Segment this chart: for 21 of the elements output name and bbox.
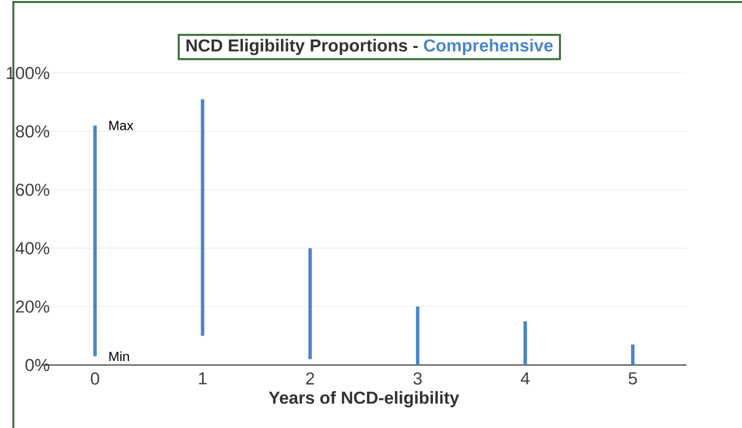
bar — [416, 306, 420, 365]
x-tick-label: 4 — [520, 372, 530, 384]
annotation: Min — [109, 351, 129, 362]
annotation: Max — [109, 120, 134, 130]
chart-title: NCD Eligibility Proportions - — [186, 38, 418, 56]
bar — [631, 344, 634, 365]
x-tick-label: 3 — [414, 372, 422, 385]
y-tick-label: 80% — [16, 125, 50, 138]
x-axis-title: Years of NCD-eligibility — [268, 391, 460, 408]
x-tick-label: 0 — [90, 372, 100, 385]
x-tick-label: 5 — [628, 372, 637, 384]
y-tick-label: 20% — [16, 300, 50, 313]
x-tick-label: 1 — [199, 372, 207, 384]
bar — [524, 321, 527, 365]
y-tick-label: 40% — [16, 242, 50, 254]
bar — [308, 248, 312, 360]
y-tick-label: 60% — [16, 184, 50, 196]
bar — [200, 99, 204, 336]
y-tick-label: 0% — [25, 358, 50, 372]
chart-subtitle: Comprehensive — [424, 38, 553, 56]
x-tick-label: 2 — [306, 372, 314, 384]
